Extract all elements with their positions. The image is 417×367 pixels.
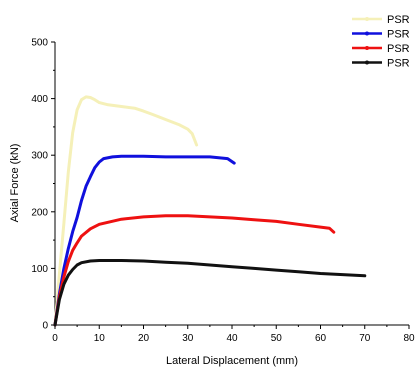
- legend-marker: [365, 46, 369, 50]
- legend: PSR PSR PSR PSR: [352, 14, 410, 70]
- legend-marker: [365, 31, 369, 36]
- x-tick-label: 40: [226, 333, 238, 344]
- series-line-2: [53, 154, 236, 327]
- series-line-4: [53, 259, 367, 327]
- y-tick-label: 500: [31, 38, 48, 49]
- legend-marker: [365, 17, 369, 21]
- y-axis-label: Axial Force (kN): [9, 144, 21, 223]
- series-layer: [53, 95, 367, 327]
- y-tick-label: 300: [31, 151, 48, 162]
- y-tick-label: 100: [31, 264, 48, 275]
- legend-item: PSR: [352, 58, 410, 70]
- legend-label: PSR: [387, 29, 410, 41]
- x-tick-label: 80: [403, 333, 415, 344]
- series-line-3: [53, 214, 336, 327]
- legend-label: PSR: [387, 14, 410, 26]
- x-tick-label: 20: [138, 333, 150, 344]
- x-tick-label: 70: [359, 333, 371, 344]
- series-line-1: [53, 95, 199, 327]
- x-tick-label: 10: [94, 333, 106, 344]
- x-tick-label: 50: [271, 333, 283, 344]
- y-tick-label: 200: [31, 207, 48, 218]
- x-tick-label: 0: [52, 333, 58, 344]
- y-tick-label: 400: [31, 94, 48, 105]
- legend-item: PSR: [352, 29, 410, 41]
- legend-label: PSR: [387, 58, 410, 70]
- y-tick-label: 0: [42, 321, 48, 332]
- x-axis-label: Lateral Displacement (mm): [166, 355, 298, 367]
- y-axis: 0 100 200 300 400 500: [31, 38, 55, 332]
- plot-frame: [54, 42, 409, 326]
- x-tick-label: 60: [315, 333, 327, 344]
- legend-label: PSR: [387, 43, 410, 55]
- legend-item: PSR: [352, 43, 410, 55]
- legend-item: PSR: [352, 14, 410, 26]
- x-tick-label: 30: [182, 333, 194, 344]
- x-axis: 0 10 20 30 40 50 60 70 80: [52, 325, 415, 344]
- legend-marker: [365, 60, 369, 65]
